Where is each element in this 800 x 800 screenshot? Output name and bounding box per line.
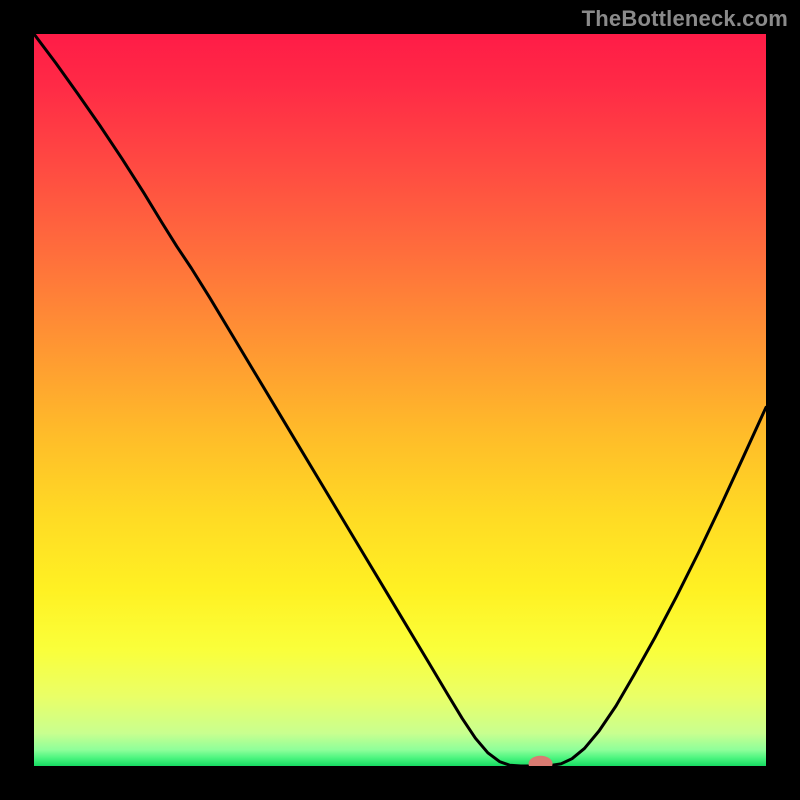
watermark-text: TheBottleneck.com — [582, 6, 788, 32]
gradient-plot — [34, 34, 766, 766]
gradient-background — [34, 34, 766, 766]
